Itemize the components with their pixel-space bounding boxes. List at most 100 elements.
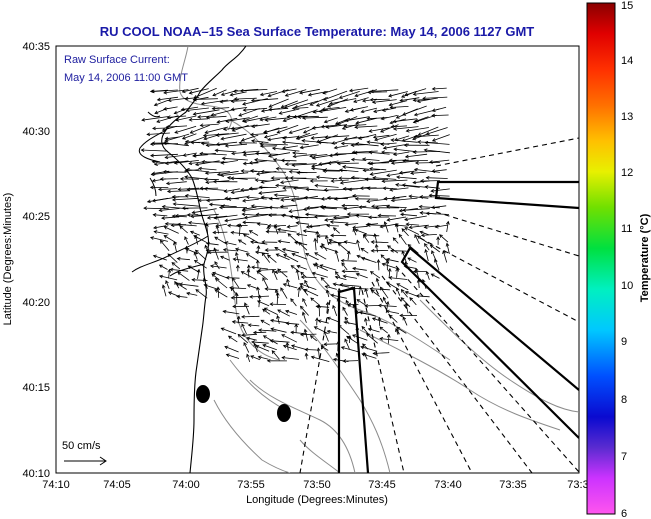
current-vector-head [334, 271, 339, 275]
current-vector [260, 143, 288, 146]
current-vector [194, 87, 217, 99]
current-vector-head [222, 127, 227, 131]
current-vector [344, 321, 358, 326]
current-vector [268, 152, 291, 157]
current-vector-head [269, 318, 274, 323]
current-vector [277, 124, 299, 134]
current-vector-head [186, 291, 191, 296]
current-vector-head [403, 143, 408, 148]
current-vector-head [167, 98, 172, 103]
y-tick-label: 40:25 [22, 211, 50, 223]
current-vector-head [271, 350, 276, 355]
current-vector [327, 98, 349, 108]
current-vector-head [309, 335, 314, 339]
current-vector [422, 279, 427, 290]
current-vector-head [342, 165, 347, 169]
current-vector-head [220, 160, 225, 165]
colorbar-tick: 10 [621, 280, 633, 292]
current-vector [240, 89, 268, 92]
depth-contour [299, 439, 341, 473]
current-vector-head [323, 188, 328, 192]
current-vector-head [251, 265, 255, 270]
current-vector [272, 269, 278, 281]
current-vector [384, 221, 389, 233]
current-vector [407, 257, 417, 263]
current-vector-head [399, 170, 403, 175]
current-vector-head [150, 153, 154, 158]
current-vector [256, 270, 268, 281]
current-vector-head [186, 187, 191, 192]
current-vector-head [230, 190, 235, 195]
current-vector-head [350, 157, 355, 162]
current-vector [316, 98, 339, 107]
current-vector-head [381, 262, 386, 267]
current-vector [232, 124, 249, 132]
current-vector [352, 334, 368, 341]
current-vector [318, 320, 329, 324]
current-vector [391, 125, 408, 128]
current-vector-head [370, 289, 375, 294]
current-vector [361, 353, 377, 359]
current-vector [282, 141, 309, 146]
current-vector-head [315, 103, 320, 107]
current-vector-head [263, 307, 268, 312]
current-vector-head [400, 288, 405, 293]
current-vector-head [220, 204, 225, 208]
current-vector-head [264, 118, 269, 122]
colorbar-tick: 9 [621, 336, 627, 348]
current-vector [300, 285, 309, 296]
current-vector [429, 159, 450, 163]
current-vector-head [303, 195, 308, 200]
current-vector [404, 227, 420, 235]
current-vector-head [164, 161, 169, 166]
current-vector-head [211, 106, 216, 111]
current-vector-head [262, 343, 267, 348]
current-vector-head [231, 320, 236, 324]
current-vector [243, 342, 250, 353]
current-vector-head [164, 221, 169, 226]
current-vector-head [175, 117, 180, 122]
current-vector-head [282, 186, 287, 190]
current-vector-head [388, 314, 393, 319]
current-vector [182, 133, 197, 140]
colorbar-tick: 15 [621, 0, 633, 12]
x-axis: 74:10 74:05 74:00 73:55 73:50 73:45 73:4… [42, 479, 588, 506]
current-vector-head [361, 157, 366, 162]
current-vector-head [268, 205, 273, 210]
current-vector-head [262, 130, 268, 134]
current-vector [388, 268, 391, 279]
current-vector-head [369, 271, 374, 275]
current-vector [381, 142, 397, 145]
x-tick-label: 74:05 [103, 479, 131, 491]
current-vector [310, 297, 320, 306]
current-vector [402, 184, 428, 188]
current-vector [302, 312, 307, 323]
current-vector-head [214, 148, 219, 153]
current-vector-head [279, 180, 284, 185]
current-vector-head [369, 89, 374, 94]
current-vector-head [258, 191, 263, 195]
current-vector [300, 333, 317, 336]
current-vector [235, 252, 240, 263]
current-vector-head [322, 90, 327, 95]
current-vector-head [368, 129, 373, 133]
current-vector-head [176, 294, 181, 299]
current-vector-head [395, 327, 399, 332]
current-vector-head [264, 248, 269, 252]
current-vector [151, 89, 178, 92]
current-vector-head [256, 286, 260, 291]
y-axis: 40:35 40:30 40:25 40:20 40:15 40:10 Lati… [2, 41, 50, 480]
current-vector [277, 268, 288, 278]
current-vector [186, 292, 198, 296]
current-vector-head [405, 128, 410, 133]
current-vector [309, 224, 329, 228]
current-vector [349, 335, 351, 344]
current-vector [264, 133, 278, 138]
current-vector [287, 115, 308, 118]
current-vector [171, 262, 181, 270]
current-vector [231, 189, 249, 193]
current-vector-head [336, 121, 341, 126]
current-vector [426, 177, 448, 179]
current-vector-head [364, 317, 368, 322]
current-vector [399, 170, 417, 174]
